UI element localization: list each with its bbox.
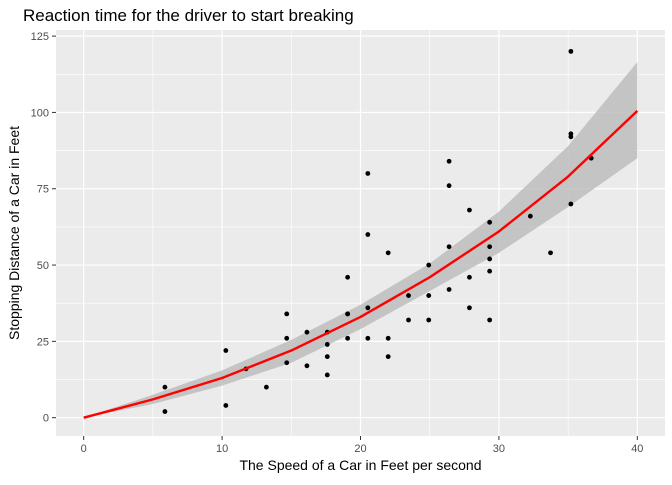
data-point (345, 311, 351, 317)
data-point (446, 183, 452, 189)
data-point (365, 232, 371, 237)
data-point (426, 262, 432, 268)
data-point (446, 244, 452, 250)
data-point (345, 274, 351, 280)
data-point (263, 384, 269, 390)
data-point (487, 219, 493, 225)
data-point (487, 244, 493, 250)
data-point (467, 305, 472, 311)
y-tick-label: 0 (43, 413, 49, 425)
x-axis-label: The Speed of a Car in Feet per second (239, 457, 481, 473)
y-tick-label: 125 (31, 31, 49, 43)
x-tick-label: 10 (216, 443, 228, 455)
data-point (324, 354, 330, 360)
data-point (406, 317, 411, 323)
data-point (365, 305, 371, 311)
data-point (385, 335, 391, 341)
x-tick-label: 30 (493, 443, 505, 455)
grid-major (56, 30, 665, 436)
x-axis: 0 10 20 30 40 (81, 436, 643, 455)
data-point (487, 317, 493, 323)
data-point (284, 335, 290, 341)
data-point (467, 207, 472, 213)
data-point (223, 403, 229, 408)
data-point (162, 409, 168, 414)
data-point (284, 311, 290, 317)
scatter-points (162, 48, 594, 414)
x-tick-label: 0 (81, 443, 87, 455)
data-point (223, 348, 229, 353)
data-point (385, 354, 391, 360)
data-point (304, 363, 310, 369)
data-point (324, 372, 330, 378)
data-point (467, 274, 472, 280)
data-point (284, 360, 290, 366)
data-point (487, 256, 493, 262)
y-axis: 0 25 50 75 100 125 (31, 31, 56, 425)
data-point (548, 250, 553, 256)
y-tick-label: 25 (37, 336, 49, 348)
data-point (324, 342, 330, 347)
x-tick-label: 40 (631, 443, 643, 455)
x-tick-label: 20 (354, 443, 366, 455)
data-point (162, 384, 168, 390)
y-tick-label: 75 (37, 184, 49, 196)
fit-line-layer (83, 110, 639, 419)
data-point (487, 268, 493, 274)
data-point (568, 201, 574, 207)
y-tick-label: 50 (37, 260, 49, 272)
data-point (446, 287, 452, 292)
data-point (365, 171, 371, 176)
data-point (406, 293, 411, 298)
data-point (304, 329, 310, 335)
data-point (568, 131, 574, 137)
data-point (426, 317, 432, 323)
data-point (527, 213, 533, 219)
y-tick-label: 100 (31, 107, 49, 119)
chart-title: Reaction time for the driver to start br… (23, 6, 354, 25)
y-axis-label: Stopping Distance of a Car in Feet (6, 126, 22, 340)
fit-line (83, 110, 639, 419)
data-point (365, 335, 371, 341)
data-point (446, 158, 452, 164)
data-point (426, 293, 432, 298)
data-point (568, 48, 574, 54)
data-point (345, 335, 351, 341)
data-point (385, 250, 391, 256)
